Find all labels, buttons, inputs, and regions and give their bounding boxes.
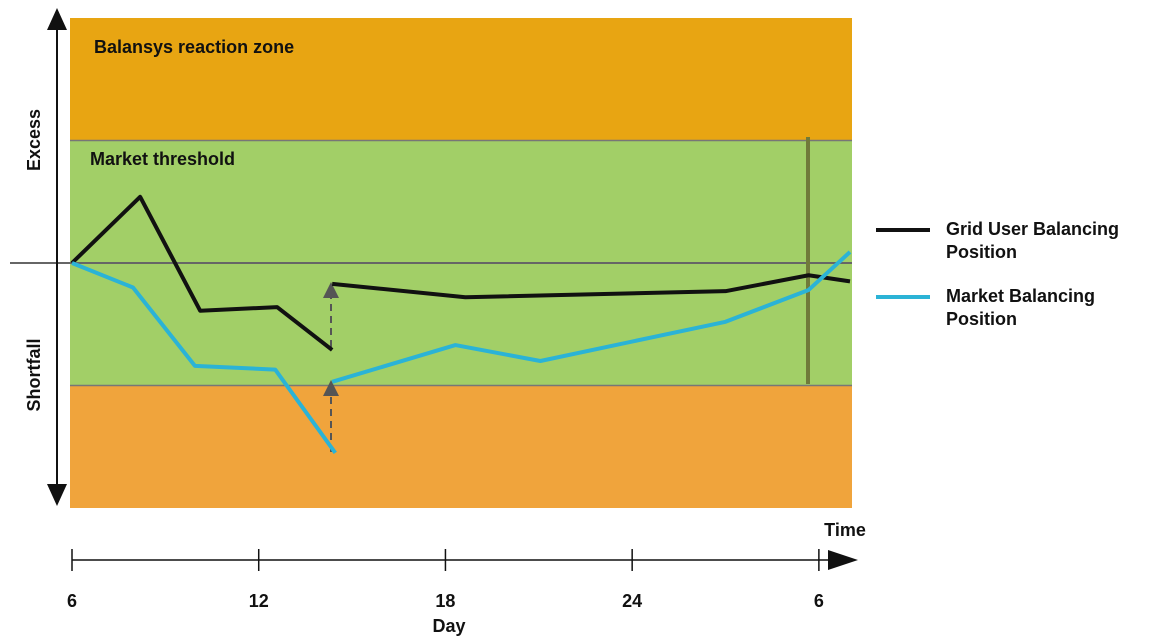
x-tick-label: 6 — [814, 591, 824, 611]
legend-label: Grid User Balancing Position — [946, 219, 1120, 262]
x-tick-label: 6 — [67, 591, 77, 611]
x-tick-label: 18 — [435, 591, 455, 611]
x-axis-arrow — [828, 550, 858, 570]
reaction-zone — [70, 385, 852, 508]
series-line — [71, 250, 852, 455]
x-tick-label: 12 — [249, 591, 269, 611]
annotation: Market threshold — [90, 149, 235, 169]
x-tick-label: 24 — [622, 591, 642, 611]
reaction-zone — [70, 18, 852, 141]
x-axis-title: Time — [824, 520, 866, 540]
x-label: Day — [432, 616, 465, 636]
y-label: Excess — [24, 109, 44, 171]
y-label: Shortfall — [24, 338, 44, 411]
legend-label: Market Balancing Position — [946, 286, 1096, 329]
annotation: Balansys reaction zone — [94, 37, 294, 57]
